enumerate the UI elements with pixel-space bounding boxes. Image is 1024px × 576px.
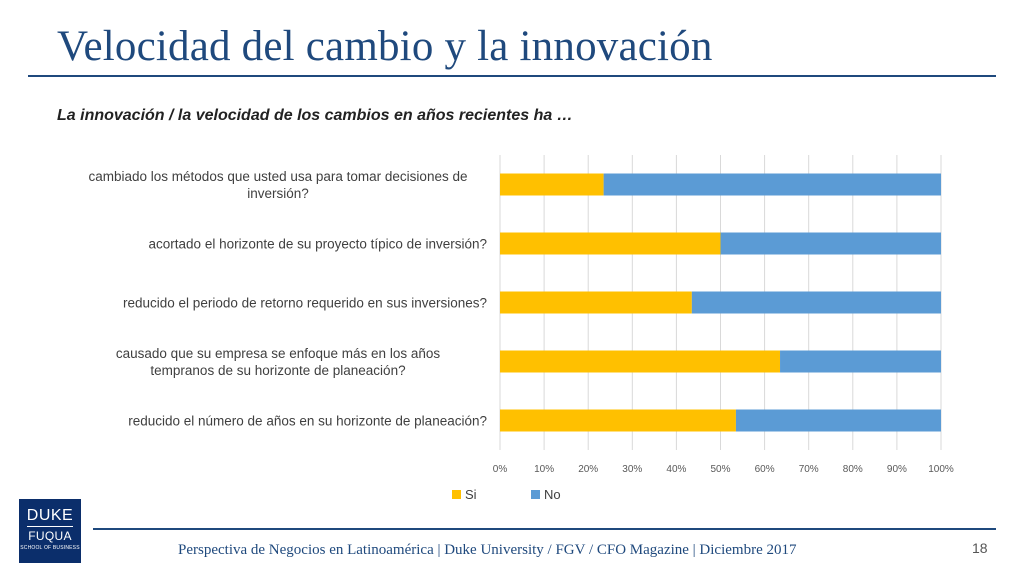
logo-line-fuqua: FUQUA — [28, 529, 72, 543]
logo-divider — [27, 526, 73, 527]
x-tick-label: 80% — [843, 464, 863, 475]
page-title: Velocidad del cambio y la innovación — [57, 23, 713, 70]
bar-si — [500, 232, 721, 255]
logo-line-duke: DUKE — [26, 507, 74, 524]
duke-fuqua-logo: DUKE FUQUA SCHOOL OF BUSINESS — [19, 499, 81, 563]
bar-no — [691, 291, 941, 314]
logo-line-school: SCHOOL OF BUSINESS — [20, 545, 80, 551]
category-label: tempranos de su horizonte de planeación? — [150, 363, 405, 378]
chart-subtitle: La innovación / la velocidad de los camb… — [57, 107, 573, 124]
category-label: acortado el horizonte de su proyecto típ… — [149, 237, 487, 252]
x-tick-label: 60% — [755, 464, 775, 475]
x-tick-label: 100% — [928, 464, 954, 475]
page-number: 18 — [972, 540, 988, 556]
bar-si — [500, 409, 736, 432]
bar-si — [500, 173, 604, 196]
bar-si — [500, 350, 781, 373]
x-tick-label: 50% — [710, 464, 730, 475]
footer-divider — [93, 528, 996, 530]
x-tick-label: 0% — [493, 464, 508, 475]
x-tick-label: 10% — [534, 464, 554, 475]
legend-swatch-si — [452, 490, 461, 499]
category-label: cambiado los métodos que usted usa para … — [89, 169, 468, 184]
bar-no — [720, 232, 941, 255]
footer-text: Perspectiva de Negocios en Latinoamérica… — [178, 542, 797, 558]
category-label: reducido el número de años en su horizon… — [128, 414, 487, 429]
bar-si — [500, 291, 692, 314]
x-tick-label: 70% — [799, 464, 819, 475]
bar-no — [780, 350, 941, 373]
title-divider — [28, 75, 996, 77]
x-tick-label: 30% — [622, 464, 642, 475]
bar-no — [603, 173, 941, 196]
legend-swatch-no — [531, 490, 540, 499]
stacked-bar-chart: 0% 10% 20% 30% 40% 50% 60% 70% 80% 90% 100% cambiad… — [89, 155, 954, 502]
category-label: reducido el periodo de retorno requerido… — [123, 296, 487, 311]
x-tick-label: 40% — [666, 464, 686, 475]
category-label: inversión? — [247, 186, 309, 201]
category-label: causado que su empresa se enfoque más en… — [116, 346, 440, 361]
bar-no — [735, 409, 941, 432]
legend-label-si: Si — [465, 487, 477, 502]
legend-label-no: No — [544, 487, 561, 502]
x-tick-label: 90% — [887, 464, 907, 475]
x-tick-label: 20% — [578, 464, 598, 475]
